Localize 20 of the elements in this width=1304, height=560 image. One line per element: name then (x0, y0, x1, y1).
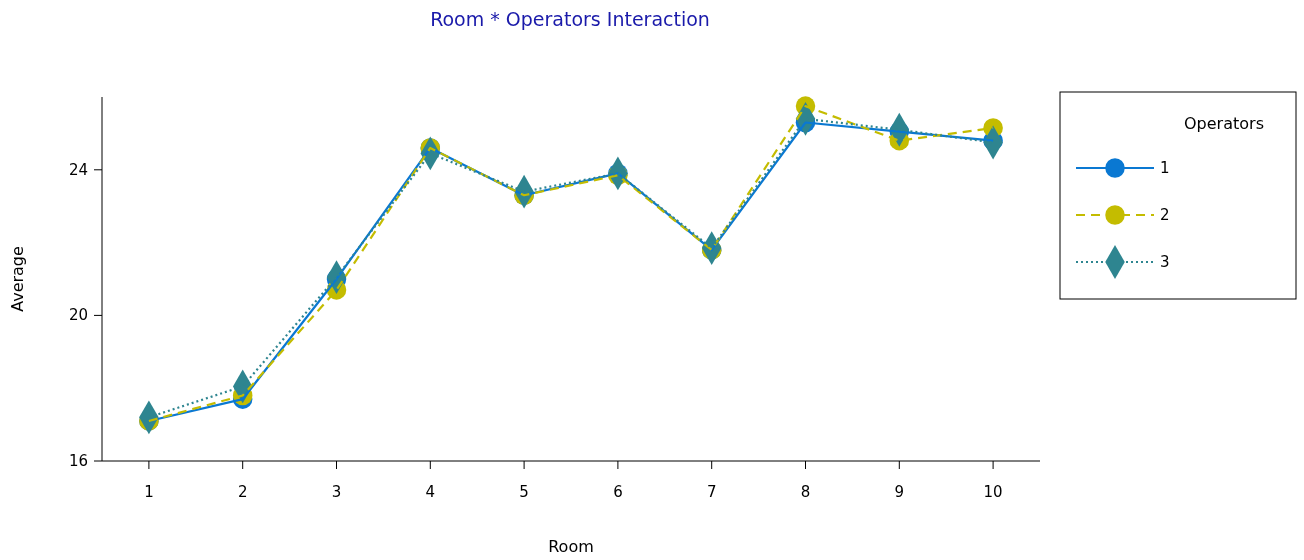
legend-label: 1 (1160, 159, 1170, 177)
x-tick-label: 9 (894, 483, 905, 501)
x-tick-label: 8 (800, 483, 811, 501)
legend-label: 3 (1160, 253, 1170, 271)
y-axis-title: Average (8, 246, 27, 312)
x-tick-label: 2 (237, 483, 248, 501)
x-tick-label: 3 (331, 483, 342, 501)
y-tick-label: 24 (68, 160, 88, 179)
y-tick-label: 16 (68, 452, 88, 470)
x-tick-label: 7 (706, 483, 717, 501)
y-tick-label: 20 (68, 306, 88, 325)
legend-label: 2 (1160, 206, 1170, 224)
legend-title: Operators (1184, 114, 1264, 133)
x-tick-label: 5 (519, 483, 529, 501)
x-tick-label: 4 (425, 483, 436, 501)
x-tick-label: 6 (613, 483, 623, 501)
x-tick-label: 10 (983, 483, 1003, 501)
x-tick-label: 1 (144, 483, 154, 501)
x-axis-title: Room (548, 537, 594, 556)
chart-title: Room * Operators Interaction (430, 8, 710, 30)
